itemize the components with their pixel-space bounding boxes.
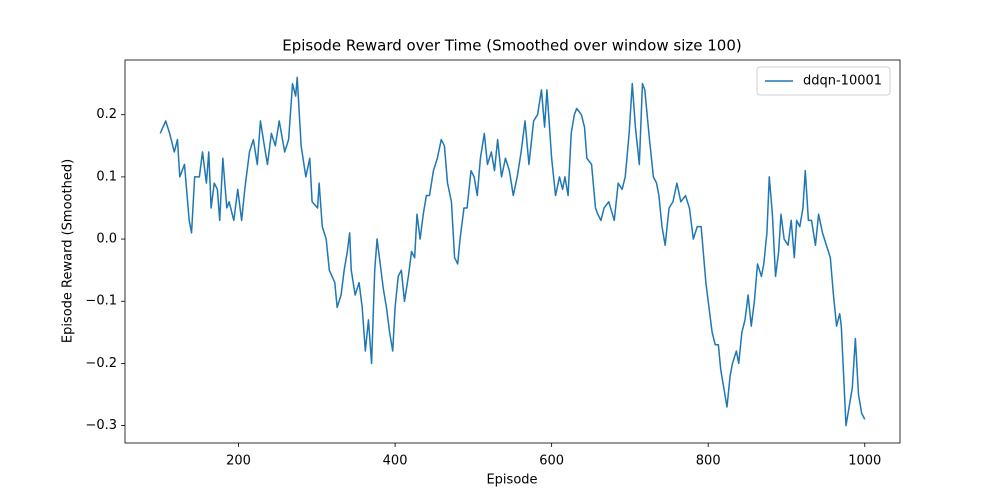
legend-label: ddqn-10001 — [803, 74, 882, 89]
y-tick-label: −0.3 — [85, 418, 117, 433]
plot-frame — [124, 59, 901, 444]
y-tick-label: 0.2 — [96, 107, 117, 122]
y-tick-label: 0.1 — [96, 169, 117, 184]
x-tick-label: 1000 — [848, 454, 881, 469]
y-tick-label: −0.2 — [85, 356, 117, 371]
legend: ddqn-10001 — [756, 66, 891, 96]
data-line — [159, 76, 866, 427]
y-tick-label: −0.1 — [85, 294, 117, 309]
y-axis-label: Episode Reward (Smoothed) — [61, 159, 76, 343]
x-tick-label: 600 — [539, 454, 564, 469]
y-tick-label: 0.0 — [96, 232, 117, 247]
x-tick-label: 800 — [696, 454, 721, 469]
x-tick-label: 200 — [226, 454, 251, 469]
legend-box — [756, 66, 891, 96]
x-tick-label: 400 — [383, 454, 408, 469]
chart-title: Episode Reward over Time (Smoothed over … — [282, 37, 741, 55]
x-axis-label: Episode — [486, 473, 537, 488]
